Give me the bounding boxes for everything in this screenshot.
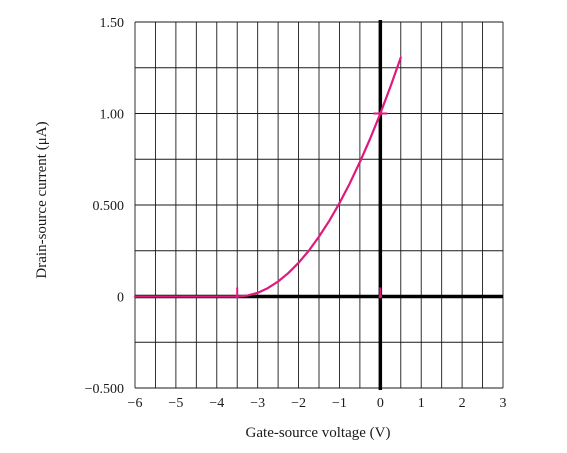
series-line-0 <box>133 56 402 298</box>
marker-dot <box>235 294 240 299</box>
x-axis-title: Gate-source voltage (V) <box>246 425 391 441</box>
marker-dot <box>378 111 383 116</box>
x-tick-label: −6 <box>128 396 143 411</box>
grid <box>134 21 504 389</box>
y-tick-labels: −0.500 0 0.500 1.00 1.50 <box>85 16 124 397</box>
y-tick-label: −0.500 <box>85 382 124 397</box>
x-tick-label: 1 <box>418 396 425 411</box>
x-tick-label: 2 <box>459 396 466 411</box>
x-tick-label: −1 <box>332 396 347 411</box>
x-tick-label: 3 <box>500 396 507 411</box>
y-tick-label: 0 <box>117 291 124 306</box>
x-tick-label: −3 <box>250 396 265 411</box>
x-tick-label: −2 <box>291 396 306 411</box>
y-tick-label: 1.50 <box>100 16 125 31</box>
series <box>133 56 402 298</box>
marker-dot <box>378 294 383 299</box>
y-axis-title: Drain-source current (μA) <box>34 121 50 278</box>
markers <box>235 111 388 299</box>
x-tick-label: −5 <box>168 396 183 411</box>
x-tick-label: −4 <box>209 396 224 411</box>
data-marker-0 <box>235 287 240 299</box>
x-tick-label: 0 <box>377 396 384 411</box>
y-tick-label: 0.500 <box>93 199 125 214</box>
x-tick-labels: −6 −5 −4 −3 −2 −1 0 1 2 3 <box>128 396 507 411</box>
data-marker-2 <box>378 287 383 299</box>
y-tick-label: 1.00 <box>100 108 125 123</box>
data-marker-1 <box>373 111 388 116</box>
